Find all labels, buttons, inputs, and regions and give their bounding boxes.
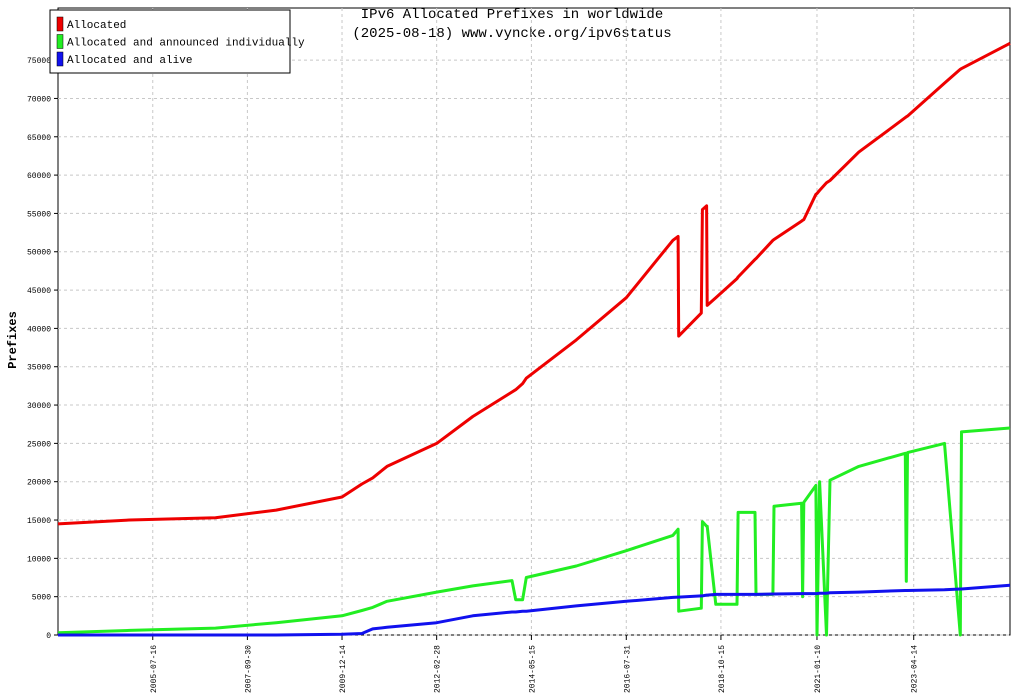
- chart-subtitle: (2025-08-18) www.vyncke.org/ipv6status: [352, 26, 671, 42]
- y-tick-label: 55000: [27, 210, 51, 219]
- legend-label: Allocated and announced individually: [67, 38, 305, 50]
- legend-swatch: [56, 34, 64, 49]
- series-line: [57, 426, 1011, 637]
- y-tick-label: 70000: [27, 95, 51, 104]
- y-tick-label: 5000: [32, 594, 51, 603]
- x-tick-label: 2012-02-28: [434, 645, 443, 693]
- y-tick-label: 50000: [27, 249, 51, 258]
- series-line: [58, 583, 1011, 637]
- x-tick-label: 2005-07-16: [150, 645, 159, 693]
- legend-label: Allocated and alive: [67, 55, 192, 67]
- y-tick-label: 25000: [27, 440, 51, 449]
- legend-box: [49, 9, 291, 74]
- y-tick-label: 30000: [27, 402, 51, 411]
- x-tick-label: 2014-05-15: [528, 645, 537, 693]
- y-tick-label: 45000: [27, 287, 51, 296]
- y-tick-label: 15000: [27, 517, 51, 526]
- chart-title: IPv6 Allocated Prefixes in worldwide: [361, 7, 663, 23]
- y-tick-label: 65000: [27, 134, 51, 143]
- y-tick-label: 35000: [27, 364, 51, 373]
- x-tick-label: 2023-04-14: [911, 645, 920, 693]
- y-axis-label: Prefixes: [6, 311, 20, 369]
- y-tick-label: 10000: [27, 555, 51, 564]
- legend-swatch: [56, 51, 64, 67]
- y-tick-label: 60000: [27, 172, 51, 181]
- y-tick-label: 75000: [27, 57, 51, 66]
- x-tick-label: 2016-07-31: [623, 645, 632, 693]
- x-tick-label: 2009-12-14: [339, 645, 348, 693]
- series-line: [57, 41, 1011, 526]
- x-tick-label: 2018-10-15: [718, 645, 727, 693]
- y-tick-label: 0: [46, 632, 51, 641]
- y-tick-label: 40000: [27, 325, 51, 334]
- legend-label: Allocated: [67, 20, 126, 32]
- x-tick-label: 2007-09-30: [244, 645, 253, 693]
- x-tick-label: 2021-01-10: [814, 645, 823, 693]
- legend-swatch: [56, 16, 64, 32]
- y-tick-label: 20000: [27, 479, 51, 488]
